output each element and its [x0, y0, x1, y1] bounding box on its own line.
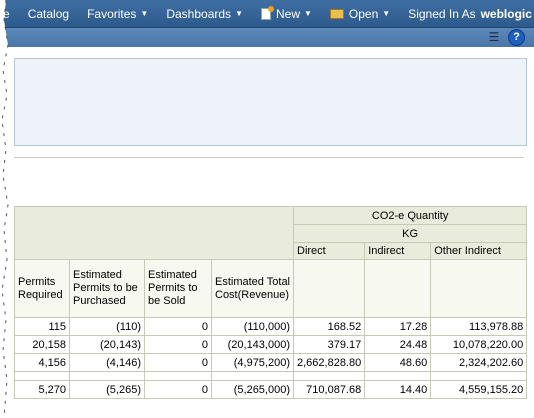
pivot-corner [14, 206, 294, 260]
table-row: 5,270 (5,265) 0 (5,265,000) 710,087.68 1… [14, 380, 528, 399]
table-cell: 113,978.88 [430, 317, 528, 336]
column-header: Permits Required [14, 259, 70, 318]
emission-type-header: Direct [292, 242, 366, 260]
measure-header: CO2-e Quantity [292, 206, 528, 225]
column-header-blank [364, 259, 432, 318]
table-cell: (110,000) [211, 317, 294, 336]
table-cell: 379.17 [292, 335, 366, 354]
chevron-down-icon: ▼ [235, 9, 243, 18]
nav-new[interactable]: New ▼ [252, 0, 321, 27]
chevron-down-icon: ▼ [382, 9, 391, 18]
table-row: 115 (110) 0 (110,000) 168.52 17.28 113,9… [14, 317, 528, 336]
column-header: Estimated Permits to be Sold [144, 259, 212, 318]
table-cell: 0 [144, 335, 212, 354]
column-header: Estimated Permits to be Purchased [69, 259, 145, 318]
nav-open-label: Open [348, 6, 379, 21]
torn-edge-decoration [0, 0, 9, 418]
table-cell: (5,265,000) [211, 380, 294, 399]
chevron-down-icon: ▼ [304, 9, 312, 18]
page-options-icon[interactable]: ☰ [488, 30, 500, 44]
spacer-cell [69, 371, 145, 381]
table-cell: 14.40 [364, 380, 432, 399]
table-cell: (4,146) [69, 353, 145, 372]
table-cell: (20,143,000) [211, 335, 294, 354]
folder-icon [329, 8, 344, 19]
table-cell: (4,975,200) [211, 353, 294, 372]
table-cell: 168.52 [292, 317, 366, 336]
table-row: 4,156 (4,146) 0 (4,975,200) 2,662,828.80… [14, 353, 528, 372]
emission-type-header: Indirect [364, 242, 432, 260]
nav-new-label: New [275, 6, 300, 21]
spacer-cell [14, 371, 70, 381]
chevron-down-icon: ▼ [140, 9, 149, 18]
signed-in-label: Signed In As [408, 6, 476, 21]
table-row: 20,158 (20,143) 0 (20,143,000) 379.17 24… [14, 335, 528, 354]
new-document-icon [260, 5, 274, 20]
table-cell: 4,559,155.20 [430, 380, 528, 399]
nav-open[interactable]: Open ▼ [321, 0, 399, 27]
column-header: Estimated Total Cost(Revenue) [211, 259, 294, 318]
table-cell: 5,270 [14, 380, 70, 399]
nav-favorites-label: Favorites [87, 6, 137, 21]
spacer-cell [292, 371, 366, 381]
table-cell: 17.28 [364, 317, 432, 336]
table-cell: (110) [69, 317, 145, 336]
spacer-cell [364, 371, 432, 381]
nav-catalog[interactable]: Catalog [19, 0, 78, 27]
table-cell: 2,662,828.80 [292, 353, 366, 372]
table-cell: 24.48 [364, 335, 432, 354]
table-cell: 0 [144, 353, 212, 372]
spacer-cell [211, 371, 294, 381]
column-header-blank [292, 259, 366, 318]
spacer-cell [430, 371, 528, 381]
table-cell: 115 [14, 317, 70, 336]
user-name: weblogic [480, 6, 532, 21]
table-cell: 10,078,220.00 [430, 335, 528, 354]
nav-favorites[interactable]: Favorites ▼ [78, 0, 157, 27]
spacer-cell [144, 371, 212, 381]
table-cell: 48.60 [364, 353, 432, 372]
nav-catalog-label: Catalog [27, 6, 70, 21]
table-cell: 4,156 [14, 353, 70, 372]
unit-header: KG [292, 224, 528, 243]
table-cell: (5,265) [69, 380, 145, 399]
prompt-panel [14, 58, 527, 146]
table-cell: 710,087.68 [292, 380, 366, 399]
nav-dashboards-label: Dashboards [166, 6, 232, 21]
emission-type-header: Other Indirect [430, 242, 528, 260]
table-cell: (20,143) [69, 335, 145, 354]
global-header: e Catalog Favorites ▼ Dashboards ▼ New ▼ Op… [0, 0, 534, 28]
table-cell: 2,324,202.60 [430, 353, 528, 372]
nav-dashboards[interactable]: Dashboards ▼ [157, 0, 252, 27]
table-spacer-row [14, 371, 528, 381]
section-divider [14, 157, 524, 158]
table-cell: 0 [144, 380, 212, 399]
pivot-table: CO2-e Quantity KG Direct Indirect Other … [14, 206, 528, 399]
column-header-blank [430, 259, 528, 318]
page-toolbar: ☰ ? [0, 28, 534, 47]
nav-edge-fragment: e [3, 6, 10, 21]
help-icon[interactable]: ? [508, 29, 525, 46]
table-cell: 20,158 [14, 335, 70, 354]
table-cell: 0 [144, 317, 212, 336]
